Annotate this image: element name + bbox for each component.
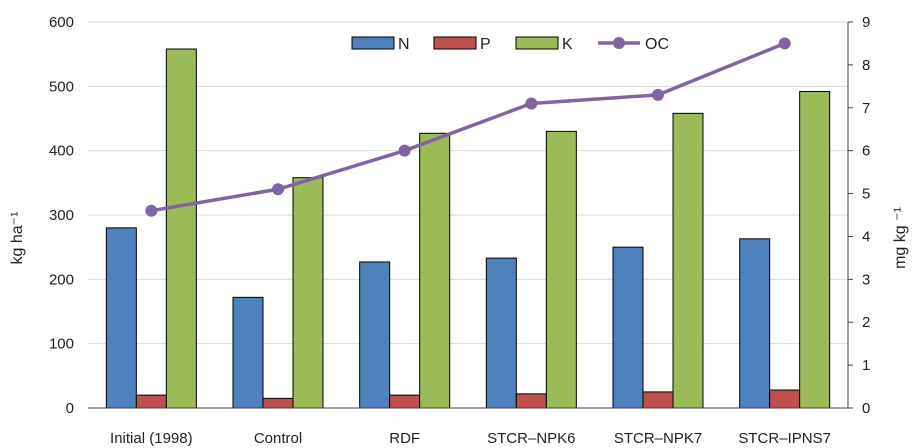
bar-p (515, 393, 547, 409)
bar-n (105, 227, 137, 409)
point-oc (272, 183, 284, 196)
y2-tick-label: 2 (862, 314, 870, 331)
y2-tick-label: 1 (862, 357, 870, 374)
y2-tick-label: 7 (862, 100, 870, 117)
bar-k (799, 90, 831, 409)
bar-p (769, 389, 801, 409)
legend-label-p: P (480, 36, 491, 53)
point-oc (525, 97, 538, 110)
bar-n (359, 261, 391, 409)
point-oc (652, 88, 664, 101)
bar-n (232, 296, 264, 409)
point-oc (398, 144, 411, 157)
y-axis-label: kg ha⁻¹ (9, 212, 26, 265)
bar-k (419, 132, 451, 409)
y-tick-label: 200 (49, 271, 74, 288)
y-tick-label: 400 (49, 143, 74, 160)
y2-tick-label: 3 (862, 271, 870, 288)
point-oc (145, 204, 158, 217)
oc-line (145, 37, 791, 217)
bar-k (672, 112, 704, 409)
gridlines (88, 21, 848, 345)
bar-p (642, 391, 674, 409)
bar-p (389, 394, 421, 409)
tick-labels: 0 100 200 300 400 500 600 0 1 2 3 4 5 6 7 8 9 Initial (19… (49, 14, 870, 447)
bar-n (612, 246, 644, 409)
bar-k (165, 48, 197, 409)
y2-tick-label: 6 (862, 143, 870, 160)
x-tick-label: Initial (1998) (110, 430, 193, 447)
bar-p (135, 394, 167, 409)
bar-n (485, 257, 517, 409)
y-tick-label: 0 (66, 400, 74, 417)
legend-marker-oc (613, 37, 625, 49)
legend-label-k: K (562, 36, 573, 53)
y-tick-label: 300 (49, 207, 74, 224)
x-tick-label: STCR–NPK7 (614, 430, 702, 447)
x-tick-label: Control (254, 430, 302, 447)
series-line-oc (151, 41, 786, 213)
bar-k (292, 177, 324, 409)
bar-n (739, 238, 771, 409)
y-tick-label: 500 (49, 78, 74, 95)
legend-label-oc: OC (645, 36, 669, 53)
bar-p (262, 397, 294, 409)
legend-swatch-p (433, 36, 477, 50)
legend-swatch-n (351, 36, 395, 50)
y2-tick-label: 0 (862, 400, 870, 417)
point-oc (778, 37, 791, 50)
bar-k (545, 130, 577, 409)
x-tick-label: STCR–NPK6 (487, 430, 575, 447)
y-tick-label: 600 (49, 14, 74, 31)
legend-label-n: N (398, 36, 410, 53)
axes (88, 21, 853, 409)
bar-marks (105, 48, 831, 409)
y-tick-label: 100 (49, 336, 74, 353)
y2-tick-label: 9 (862, 14, 870, 31)
y2-tick-label: 4 (862, 228, 870, 245)
y2-tick-label: 5 (862, 186, 870, 203)
legend: N P K OC (351, 36, 669, 53)
x-tick-label: STCR–IPNS7 (738, 430, 831, 447)
y2-axis-label: mg kg ⁻¹ (892, 207, 909, 269)
x-tick-label: RDF (389, 430, 420, 447)
legend-swatch-k (515, 36, 559, 50)
y2-tick-label: 8 (862, 57, 870, 74)
